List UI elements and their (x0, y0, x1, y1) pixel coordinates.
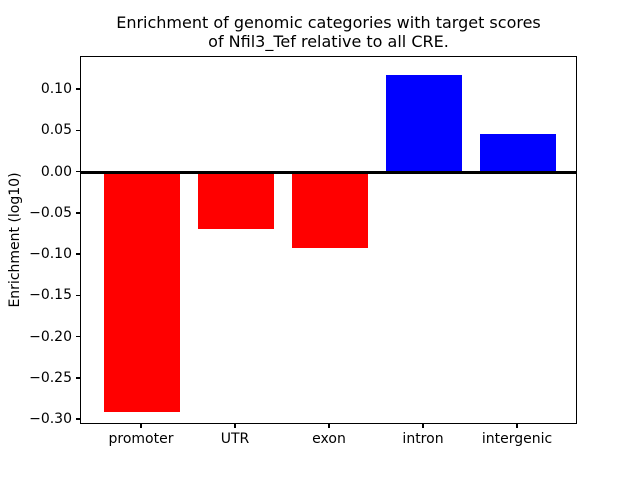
y-tick-mark (76, 212, 80, 214)
y-tick-label: −0.05 (29, 204, 72, 221)
y-tick-label: 0.10 (40, 81, 72, 97)
bar-intron (386, 75, 462, 173)
y-tick-label: 0.05 (40, 122, 72, 139)
x-tick-mark (140, 424, 142, 428)
chart-title-line-1: Enrichment of genomic categories with ta… (116, 13, 541, 32)
y-tick-label: −0.25 (29, 369, 72, 386)
chart-title-line-2: of Nfil3_Tef relative to all CRE. (208, 32, 449, 52)
chart-title: Enrichment of genomic categories with ta… (80, 13, 577, 51)
y-tick-mark (76, 377, 80, 379)
bar-promoter (104, 172, 180, 412)
y-tick-mark (76, 335, 80, 338)
plot-area (80, 56, 577, 424)
x-tick-label-intergenic: intergenic (481, 431, 553, 447)
x-tick-mark (328, 424, 330, 428)
y-tick-label: −0.20 (29, 328, 72, 345)
y-tick-label: −0.15 (29, 287, 72, 304)
bar-intergenic (480, 133, 556, 173)
y-tick-mark (76, 294, 80, 297)
x-tick-label-exon: exon (312, 431, 346, 447)
x-tick-label-intron: intron (402, 431, 444, 447)
x-tick-mark (516, 424, 518, 428)
y-tick-mark (76, 253, 80, 255)
y-tick-label: 0.00 (40, 163, 72, 180)
bar-exon (292, 172, 368, 249)
y-tick-mark (76, 129, 80, 131)
zero-line (81, 171, 576, 175)
x-tick-label-promoter: promoter (108, 431, 174, 447)
x-tick-mark (422, 424, 424, 428)
y-tick-label: −0.30 (29, 411, 72, 428)
y-tick-mark (76, 170, 80, 173)
y-tick-label: −0.10 (29, 246, 72, 263)
y-tick-mark (76, 418, 80, 420)
x-tick-mark (234, 424, 236, 428)
bar-UTR (198, 172, 274, 230)
x-tick-label-UTR: UTR (220, 431, 250, 447)
y-tick-mark (76, 88, 80, 90)
